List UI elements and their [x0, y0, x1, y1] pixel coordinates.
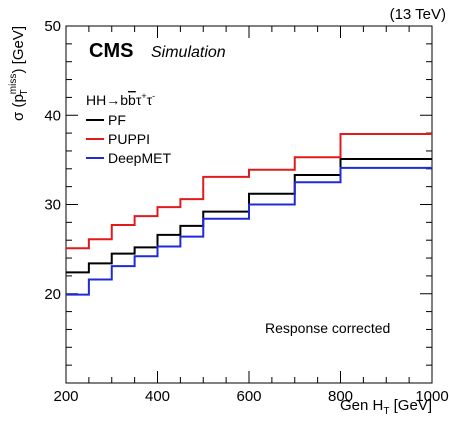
y-axis-label: σ (pmissT ) [GeV]: [8, 26, 30, 121]
x-axis-label-sub: T: [383, 406, 389, 417]
y-tick-label: 30: [44, 197, 61, 214]
y-axis-label-sub: T: [19, 90, 30, 96]
series-line-deepmet: [66, 166, 432, 296]
y-axis-label-pre: σ (p: [10, 94, 27, 121]
subtitle-label: Simulation: [151, 44, 226, 61]
legend-header: HH→bbτ+τ-: [86, 91, 155, 108]
series-line-pf: [66, 157, 432, 274]
x-tick-label: 1000: [415, 388, 448, 405]
x-tick-label: 200: [53, 388, 78, 405]
annotation-response-corrected: Response corrected: [265, 320, 390, 336]
y-tick-label: 50: [44, 18, 61, 35]
energy-label: (13 TeV): [390, 6, 446, 23]
experiment-label: CMS: [89, 40, 133, 62]
x-tick-label: 600: [236, 388, 261, 405]
y-tick-label: 40: [44, 107, 61, 124]
legend: PF PUPPI DeepMET: [86, 112, 171, 166]
y-axis-label-post: ) [GeV]: [10, 26, 27, 74]
x-tick-label: 800: [328, 388, 353, 405]
legend-label-pf: PF: [108, 112, 126, 128]
y-tick-label: 20: [44, 286, 61, 303]
series-line-puppi: [66, 132, 432, 250]
x-axis-label: Gen HT [GeV]: [340, 397, 432, 417]
legend-header-tau1-sup: +: [141, 91, 146, 101]
legend-header-pre: HH→b: [86, 92, 128, 108]
x-tick-label: 400: [145, 388, 170, 405]
legend-header-tau2: τ: [147, 92, 153, 108]
legend-label-deepmet: DeepMET: [108, 150, 171, 166]
legend-header-tau2-sup: -: [152, 91, 155, 101]
y-axis-label-sup: miss: [8, 74, 19, 95]
x-axis-label-unit: [GeV]: [389, 397, 432, 414]
x-axis-label-main: Gen H: [340, 397, 383, 414]
legend-header-tau1: τ: [136, 92, 142, 108]
legend-header-bbar: b: [128, 92, 136, 108]
legend-label-puppi: PUPPI: [108, 131, 150, 147]
